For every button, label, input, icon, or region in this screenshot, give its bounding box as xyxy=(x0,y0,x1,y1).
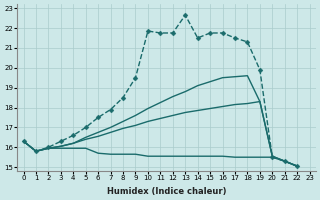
X-axis label: Humidex (Indice chaleur): Humidex (Indice chaleur) xyxy=(107,187,226,196)
